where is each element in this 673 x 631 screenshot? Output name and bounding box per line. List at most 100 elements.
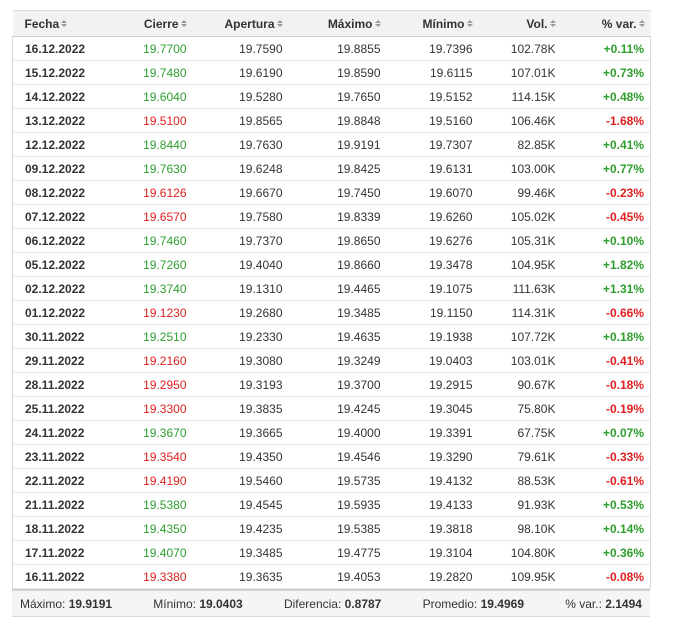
summary-avg: Promedio: 19.4969 bbox=[423, 597, 524, 611]
cell-change: -0.33% bbox=[561, 444, 651, 469]
cell-high: 19.8425 bbox=[288, 156, 387, 181]
cell-low: 19.4132 bbox=[386, 468, 479, 493]
cell-change: +0.48% bbox=[561, 84, 651, 109]
cell-open: 19.1310 bbox=[192, 276, 289, 301]
cell-high: 19.5935 bbox=[288, 492, 387, 517]
cell-change: -0.18% bbox=[561, 372, 651, 397]
cell-volume: 98.10K bbox=[478, 516, 562, 541]
cell-open: 19.3635 bbox=[192, 564, 289, 589]
cell-close: 19.2160 bbox=[104, 348, 193, 373]
column-header-open[interactable]: Apertura bbox=[192, 10, 289, 37]
table-row: 24.11.2022 19.3670 19.3665 19.4000 19.3391 67… bbox=[12, 420, 651, 445]
cell-change: +0.73% bbox=[561, 60, 651, 85]
historical-data-panel: Fecha Cierre Apertura Máximo Mínimo Vol. % var… bbox=[12, 10, 651, 617]
cell-open: 19.3485 bbox=[192, 540, 289, 565]
cell-high: 19.4465 bbox=[288, 276, 387, 301]
cell-high: 19.8855 bbox=[288, 36, 387, 61]
cell-volume: 91.93K bbox=[478, 492, 562, 517]
column-header-label: Fecha bbox=[24, 16, 60, 31]
cell-high: 19.8660 bbox=[288, 252, 387, 277]
cell-high: 19.4635 bbox=[288, 324, 387, 349]
column-header-low[interactable]: Mínimo bbox=[386, 10, 479, 37]
column-header-change[interactable]: % var. bbox=[561, 10, 651, 37]
cell-high: 19.8590 bbox=[288, 60, 387, 85]
cell-low: 19.2820 bbox=[386, 564, 479, 589]
cell-date: 29.11.2022 bbox=[12, 348, 105, 373]
cell-change: -0.19% bbox=[561, 396, 651, 421]
cell-high: 19.8339 bbox=[288, 204, 387, 229]
table-row: 16.11.2022 19.3380 19.3635 19.4053 19.2820 10… bbox=[12, 564, 651, 589]
cell-volume: 104.80K bbox=[478, 540, 562, 565]
cell-low: 19.6276 bbox=[386, 228, 479, 253]
cell-date: 02.12.2022 bbox=[12, 276, 105, 301]
table-header: Fecha Cierre Apertura Máximo Mínimo Vol. % var… bbox=[12, 10, 651, 37]
summary-avg-value: 19.4969 bbox=[480, 596, 524, 611]
table-row: 01.12.2022 19.1230 19.2680 19.3485 19.1150 11… bbox=[12, 300, 651, 325]
cell-date: 15.12.2022 bbox=[12, 60, 105, 85]
column-header-volume[interactable]: Vol. bbox=[478, 10, 562, 37]
column-header-high[interactable]: Máximo bbox=[288, 10, 387, 37]
summary-max: Máximo: 19.9191 bbox=[20, 597, 112, 611]
cell-close: 19.2950 bbox=[104, 372, 193, 397]
sort-arrows-icon[interactable] bbox=[466, 19, 473, 27]
sort-arrows-icon[interactable] bbox=[180, 19, 187, 27]
cell-change: -0.23% bbox=[561, 180, 651, 205]
cell-high: 19.7450 bbox=[288, 180, 387, 205]
cell-volume: 75.80K bbox=[478, 396, 562, 421]
cell-volume: 88.53K bbox=[478, 468, 562, 493]
summary-min-value: 19.0403 bbox=[199, 596, 243, 611]
column-header-date[interactable]: Fecha bbox=[12, 10, 105, 37]
cell-low: 19.1075 bbox=[386, 276, 479, 301]
cell-high: 19.4245 bbox=[288, 396, 387, 421]
cell-low: 19.7307 bbox=[386, 132, 479, 157]
cell-change: -0.08% bbox=[561, 564, 651, 589]
sort-arrows-icon[interactable] bbox=[549, 19, 556, 27]
sort-arrows-icon[interactable] bbox=[61, 19, 68, 27]
cell-volume: 102.78K bbox=[478, 36, 562, 61]
table-row: 02.12.2022 19.3740 19.1310 19.4465 19.1075 11… bbox=[12, 276, 651, 301]
cell-change: -0.61% bbox=[561, 468, 651, 493]
cell-close: 19.2510 bbox=[104, 324, 193, 349]
table-row: 12.12.2022 19.8440 19.7630 19.9191 19.7307 82… bbox=[12, 132, 651, 157]
cell-change: +0.18% bbox=[561, 324, 651, 349]
cell-date: 06.12.2022 bbox=[12, 228, 105, 253]
table-row: 05.12.2022 19.7260 19.4040 19.8660 19.3478 10… bbox=[12, 252, 651, 277]
table-row: 17.11.2022 19.4070 19.3485 19.4775 19.3104 10… bbox=[12, 540, 651, 565]
cell-close: 19.7700 bbox=[104, 36, 193, 61]
cell-close: 19.3670 bbox=[104, 420, 193, 445]
sort-arrows-icon[interactable] bbox=[638, 19, 645, 27]
cell-open: 19.7630 bbox=[192, 132, 289, 157]
cell-change: -0.45% bbox=[561, 204, 651, 229]
cell-change: +0.36% bbox=[561, 540, 651, 565]
cell-open: 19.7580 bbox=[192, 204, 289, 229]
summary-max-value: 19.9191 bbox=[68, 596, 113, 611]
table-row: 16.12.2022 19.7700 19.7590 19.8855 19.7396 10… bbox=[12, 36, 651, 61]
cell-open: 19.8565 bbox=[192, 108, 289, 133]
cell-low: 19.6260 bbox=[386, 204, 479, 229]
cell-date: 22.11.2022 bbox=[12, 468, 105, 493]
cell-close: 19.1230 bbox=[104, 300, 193, 325]
column-header-close[interactable]: Cierre bbox=[104, 10, 193, 37]
cell-open: 19.6190 bbox=[192, 60, 289, 85]
cell-date: 30.11.2022 bbox=[12, 324, 105, 349]
cell-open: 19.5460 bbox=[192, 468, 289, 493]
cell-open: 19.3080 bbox=[192, 348, 289, 373]
table-row: 30.11.2022 19.2510 19.2330 19.4635 19.1938 10… bbox=[12, 324, 651, 349]
table-row: 08.12.2022 19.6126 19.6670 19.7450 19.6070 99… bbox=[12, 180, 651, 205]
cell-volume: 79.61K bbox=[478, 444, 562, 469]
cell-open: 19.3665 bbox=[192, 420, 289, 445]
cell-low: 19.4133 bbox=[386, 492, 479, 517]
cell-open: 19.2330 bbox=[192, 324, 289, 349]
cell-volume: 107.72K bbox=[478, 324, 562, 349]
table-row: 21.11.2022 19.5380 19.4545 19.5935 19.4133 91… bbox=[12, 492, 651, 517]
sort-arrows-icon[interactable] bbox=[276, 19, 283, 27]
cell-low: 19.3478 bbox=[386, 252, 479, 277]
cell-open: 19.6248 bbox=[192, 156, 289, 181]
cell-change: +0.10% bbox=[561, 228, 651, 253]
cell-change: -0.66% bbox=[561, 300, 651, 325]
cell-low: 19.1938 bbox=[386, 324, 479, 349]
sort-arrows-icon[interactable] bbox=[374, 19, 381, 27]
cell-volume: 90.67K bbox=[478, 372, 562, 397]
cell-low: 19.1150 bbox=[386, 300, 479, 325]
cell-open: 19.3835 bbox=[192, 396, 289, 421]
